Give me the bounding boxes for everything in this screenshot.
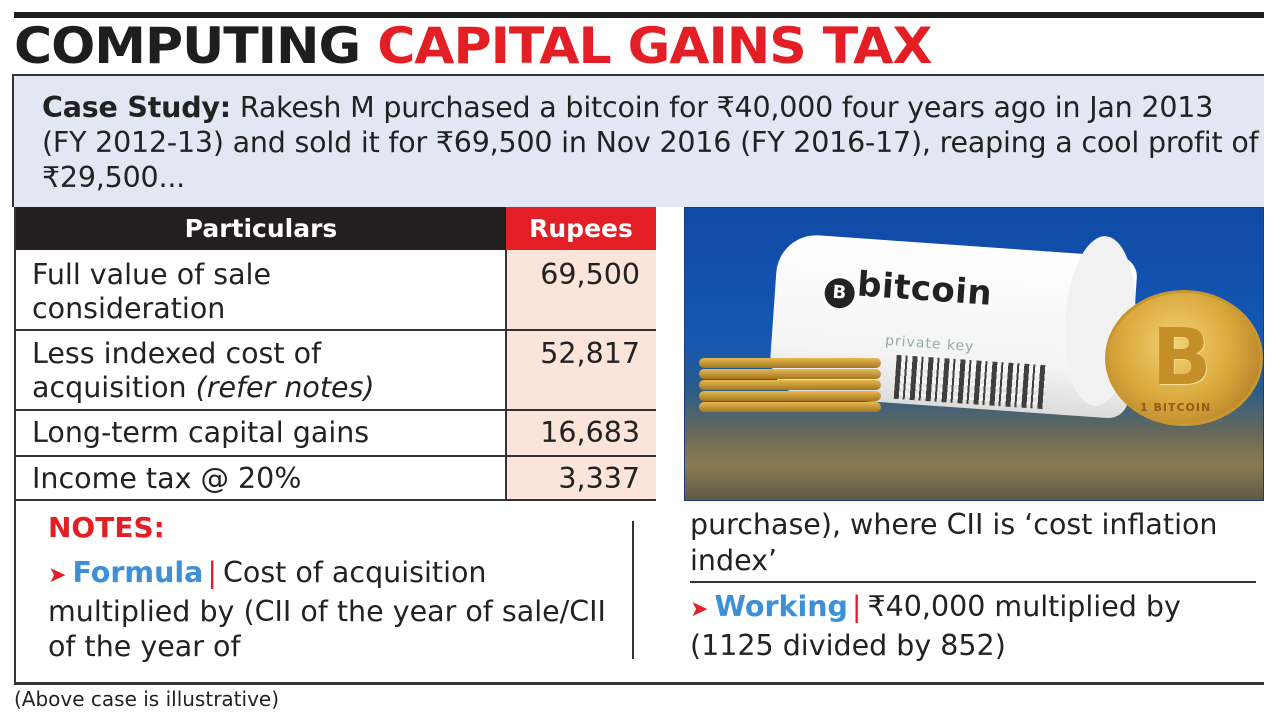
row-label: Income tax @ 20%: [32, 462, 302, 495]
notes-column-divider: [632, 521, 634, 659]
row-divider: [16, 455, 656, 457]
notes-divider-horizontal: [690, 581, 1256, 583]
row-value: 16,683: [540, 416, 640, 449]
arrow-icon: ➤: [690, 597, 709, 622]
row-label-line1: Less indexed cost of: [32, 337, 322, 370]
working-text: ₹40,000 multiplied by (1125 divided by 8…: [690, 590, 1181, 662]
header-particulars: Particulars: [184, 214, 338, 243]
case-study-box: Case Study: Rakesh M purchased a bitcoin…: [12, 74, 1264, 207]
arrow-icon: ➤: [48, 563, 67, 588]
table-row: Income tax @ 20% 3,337: [16, 457, 656, 501]
separator: |: [207, 556, 217, 589]
bitcoin-coin: B 1 BITCOIN: [1105, 290, 1263, 426]
coin-text: 1 BITCOIN: [1140, 401, 1212, 414]
table-header: Particulars Rupees: [16, 207, 656, 250]
table-row: Long-term capital gains 16,683: [16, 411, 656, 455]
formula-note-continued: purchase), where CII is ‘cost inflation …: [690, 508, 1218, 577]
row-divider: [16, 409, 656, 411]
row-label-line1: Full value of sale: [32, 258, 271, 291]
table-row: Less indexed cost of acquisition (refer …: [16, 331, 656, 411]
headline-part2: CAPITAL GAINS TAX: [377, 17, 932, 75]
row-value: 52,817: [540, 337, 640, 370]
row-divider: [16, 329, 656, 331]
row-label-line2: acquisition: [32, 371, 187, 404]
row-label: Long-term capital gains: [32, 416, 370, 449]
table-row: Full value of sale consideration 69,500: [16, 250, 656, 331]
row-label: Less indexed cost of acquisition (refer …: [32, 337, 375, 405]
formula-text: Cost of acquisition multiplied by (CII o…: [48, 556, 606, 663]
headline-part1: COMPUTING: [14, 17, 361, 75]
row-divider: [16, 499, 656, 501]
row-label-line2: consideration: [32, 292, 226, 325]
formula-keyword: Formula: [72, 556, 204, 589]
bitcoin-symbol-icon: B: [1152, 313, 1212, 403]
bitcoin-brand-text: bitcoin: [855, 264, 994, 314]
working-note: ➤ Working | ₹40,000 multiplied by (1125 div…: [690, 589, 1256, 663]
separator: |: [851, 590, 862, 623]
footnote: (Above case is illustrative): [14, 687, 280, 711]
coin-stack: [699, 358, 881, 416]
column-divider: [505, 250, 507, 501]
row-value: 69,500: [540, 258, 640, 291]
working-keyword: Working: [714, 590, 848, 623]
notes-title: NOTES:: [48, 511, 165, 544]
capital-gains-table: Particulars Rupees Full value of sale co…: [14, 207, 656, 501]
top-rule: [14, 12, 1264, 18]
bitcoin-logo-icon: B: [823, 277, 856, 310]
case-study-text: Case Study: Rakesh M purchased a bitcoin…: [42, 90, 1262, 195]
row-label: Full value of sale consideration: [32, 258, 271, 326]
header-rupees: Rupees: [506, 207, 656, 250]
notes-box: NOTES: ➤ Formula | Cost of acquisition mult…: [14, 501, 1264, 685]
case-study-body: Rakesh M purchased a bitcoin for ₹40,000…: [42, 91, 1259, 194]
case-study-label: Case Study:: [42, 91, 231, 124]
rupee-column-bg: [506, 250, 656, 501]
headline: COMPUTING CAPITAL GAINS TAX: [14, 16, 932, 76]
row-label-note: (refer notes): [195, 371, 375, 404]
row-value: 3,337: [558, 462, 640, 495]
formula-note: ➤ Formula | Cost of acquisition multiplied …: [48, 555, 628, 665]
